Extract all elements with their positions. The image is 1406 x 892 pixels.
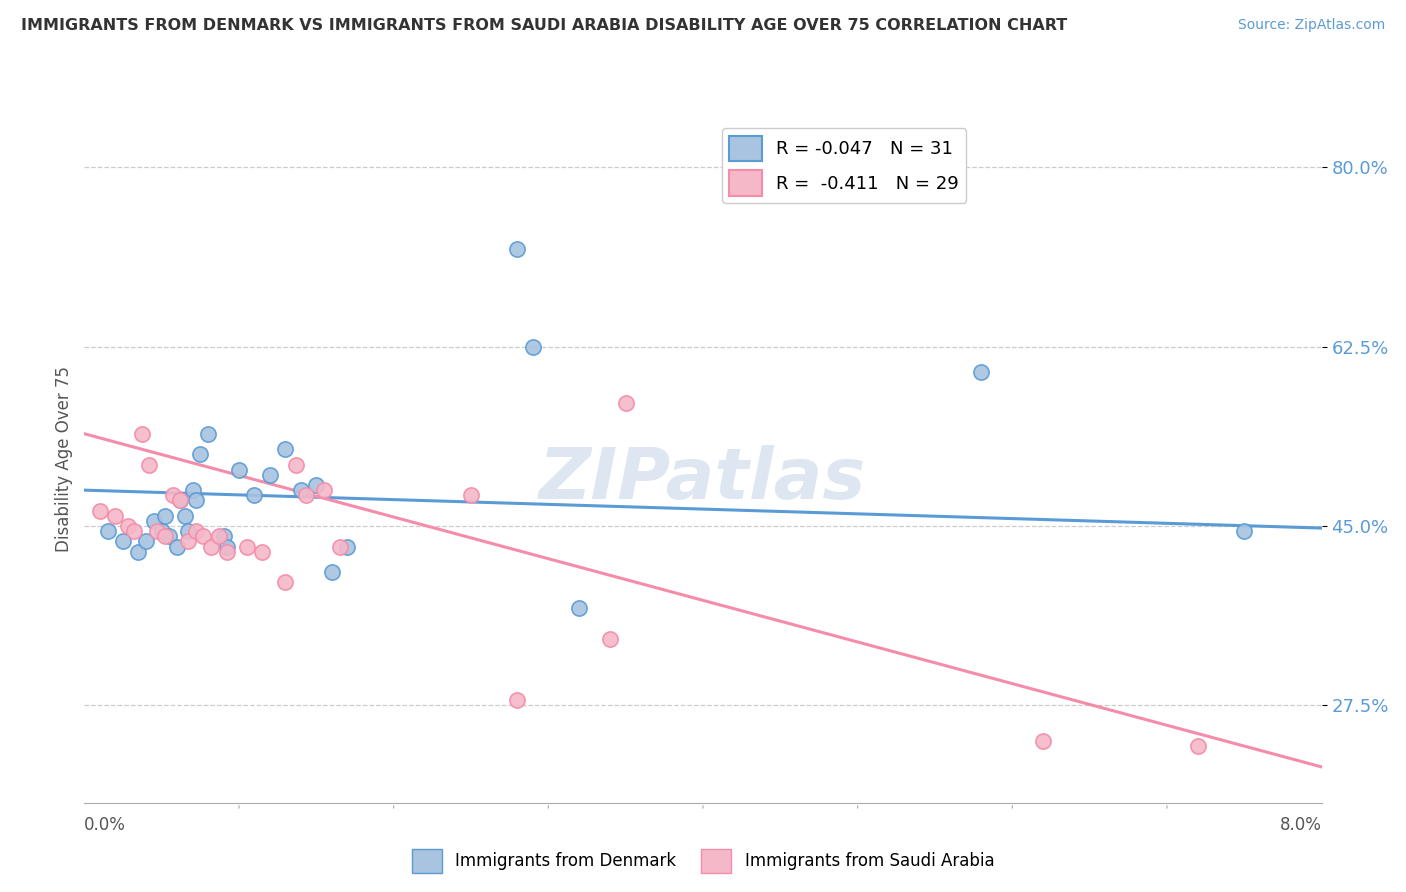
Text: 0.0%: 0.0% [84, 816, 127, 834]
Y-axis label: Disability Age Over 75: Disability Age Over 75 [55, 367, 73, 552]
Point [290, 483, 312, 497]
Legend: Immigrants from Denmark, Immigrants from Saudi Arabia: Immigrants from Denmark, Immigrants from… [405, 842, 1001, 880]
Point [259, 467, 281, 482]
Point [212, 529, 235, 543]
Point [150, 524, 173, 538]
Point [122, 524, 145, 538]
Point [522, 340, 544, 354]
Point [169, 493, 191, 508]
Point [184, 524, 207, 538]
Point [127, 544, 149, 558]
Point [243, 488, 266, 502]
Point [215, 540, 238, 554]
Point [117, 519, 139, 533]
Point [153, 529, 176, 543]
Point [131, 426, 153, 441]
Point [193, 529, 215, 543]
Text: 8.0%: 8.0% [1279, 816, 1322, 834]
Point [215, 544, 238, 558]
Point [1233, 524, 1256, 538]
Point [135, 534, 157, 549]
Text: Source: ZipAtlas.com: Source: ZipAtlas.com [1237, 18, 1385, 32]
Point [143, 514, 166, 528]
Point [96, 524, 118, 538]
Point [200, 540, 222, 554]
Point [169, 493, 191, 508]
Point [146, 524, 169, 538]
Point [321, 565, 343, 579]
Point [568, 601, 591, 615]
Text: ZIPatlas: ZIPatlas [540, 445, 866, 515]
Point [285, 458, 308, 472]
Point [197, 426, 219, 441]
Legend: R = -0.047   N = 31, R =  -0.411   N = 29: R = -0.047 N = 31, R = -0.411 N = 29 [723, 128, 966, 203]
Point [614, 396, 637, 410]
Point [112, 534, 135, 549]
Point [104, 508, 127, 523]
Point [506, 242, 529, 256]
Point [181, 483, 204, 497]
Point [235, 540, 259, 554]
Point [174, 508, 197, 523]
Point [274, 575, 297, 590]
Point [305, 478, 328, 492]
Point [166, 540, 188, 554]
Point [177, 524, 200, 538]
Point [162, 488, 184, 502]
Point [138, 458, 160, 472]
Point [328, 540, 352, 554]
Point [599, 632, 621, 646]
Point [250, 544, 273, 558]
Point [159, 529, 180, 543]
Point [970, 365, 993, 379]
Point [228, 462, 250, 476]
Text: IMMIGRANTS FROM DENMARK VS IMMIGRANTS FROM SAUDI ARABIA DISABILITY AGE OVER 75 C: IMMIGRANTS FROM DENMARK VS IMMIGRANTS FR… [21, 18, 1067, 33]
Point [314, 483, 336, 497]
Point [1032, 734, 1054, 748]
Point [208, 529, 231, 543]
Point [188, 447, 212, 461]
Point [506, 693, 529, 707]
Point [89, 503, 111, 517]
Point [460, 488, 482, 502]
Point [336, 540, 359, 554]
Point [177, 534, 200, 549]
Point [1187, 739, 1209, 754]
Point [153, 508, 176, 523]
Point [184, 493, 207, 508]
Point [294, 488, 316, 502]
Point [274, 442, 297, 457]
